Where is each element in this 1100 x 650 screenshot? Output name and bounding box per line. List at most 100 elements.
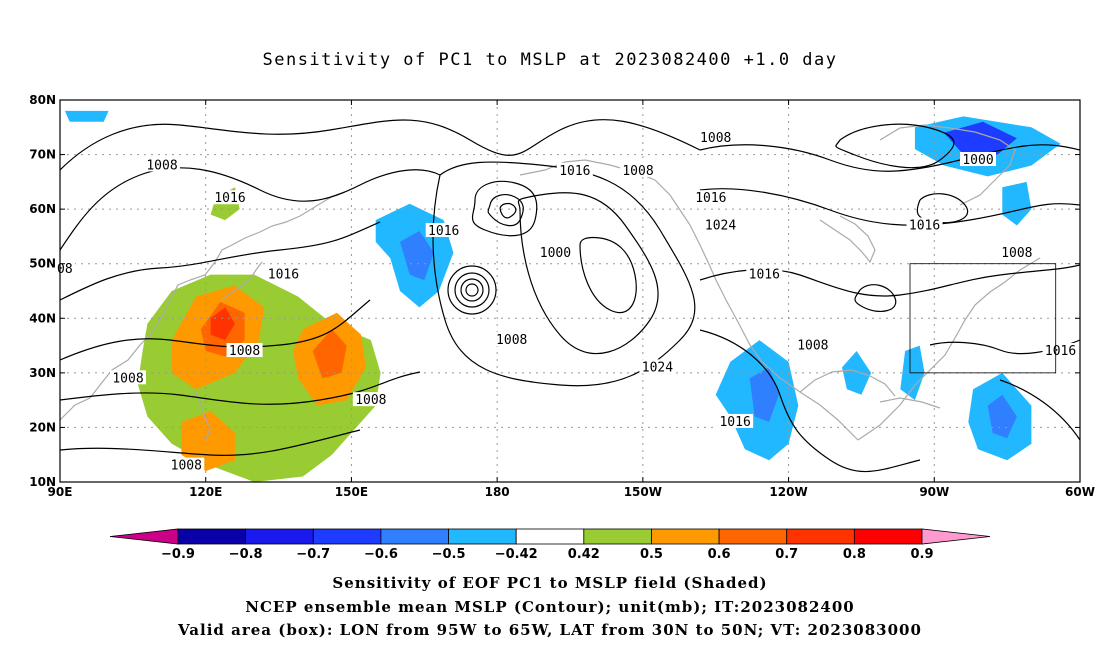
shaded-region-west-pacific-08: [210, 307, 235, 341]
x-tick-label: 150W: [624, 485, 662, 499]
x-tick-label: 60W: [1065, 485, 1095, 499]
colorbar-label: 0.6: [708, 547, 731, 562]
contour-line: [60, 429, 361, 457]
coastline-hudson-bay: [819, 215, 876, 264]
contour-line: [835, 123, 955, 169]
colorbar-cell: [515, 528, 585, 545]
y-tick-label: 50N: [29, 257, 56, 271]
contour-label-bg: [168, 457, 205, 472]
contour-label-bg: [144, 157, 180, 172]
x-tick-label: 120W: [769, 485, 807, 499]
contour-label-bg: [906, 217, 943, 232]
contour-line: [432, 161, 696, 387]
contour-label-bg: [352, 392, 389, 407]
shaded-region-east-pacific-negative-06: [749, 367, 779, 422]
coastline-greenland: [879, 124, 1016, 206]
map-axes: 90E 120E 150E 180 150W 120W 90W 60W 80N 70N 60N 50N…: [29, 93, 1095, 499]
colorbar-label: −0.9: [161, 547, 195, 562]
contour-label: 1008: [622, 164, 653, 179]
contour-label: 1016: [909, 219, 940, 234]
shaded-region-west-pacific-07b: [312, 329, 347, 379]
contour-line: [60, 119, 701, 171]
contour-label: 1008: [112, 371, 143, 386]
coastline-alaska: [519, 159, 681, 211]
contour-label-bg: [493, 332, 530, 347]
colorbar-cell: [245, 528, 314, 545]
colorbar: −0.9 −0.8 −0.7 −0.6 −0.5 −0.42 0.42 0.5 0.6 0.7 0.…: [109, 528, 991, 562]
contour-label: 1016: [1045, 344, 1076, 359]
contour-line: [854, 284, 897, 312]
colorbar-low-triangle: [109, 528, 179, 545]
map-plot-area: 1008 1016 08 1016 1008 1008 1008 1008 1016 1016 10…: [29, 93, 1095, 499]
shaded-region-labrador-negative: [1002, 181, 1032, 226]
shaded-region-caribbean-negative-06: [987, 394, 1017, 439]
contour-label: 1024: [642, 360, 673, 375]
contour-label: 1008: [797, 339, 828, 354]
contour-label-bg: [226, 343, 263, 358]
coastline-philippines: [195, 391, 211, 441]
contour-label-bg: [537, 244, 574, 259]
contour-line: [699, 144, 1080, 172]
colorbar-cell: [177, 528, 247, 545]
contour-label: 1016: [214, 191, 245, 206]
colorbar-cell: [853, 528, 923, 545]
contour-label: 1016: [268, 268, 299, 283]
colorbar-label: 0.42: [568, 547, 600, 562]
contour-label-bg: [697, 130, 734, 145]
contour-label: 08: [57, 262, 73, 277]
map-frame: [59, 99, 1081, 483]
colorbar-label: −0.42: [495, 547, 538, 562]
contour-label: 1008: [355, 393, 386, 408]
chart-title: Sensitivity of PC1 to MSLP at 2023082400…: [262, 50, 838, 70]
contour-label-bg: [702, 217, 739, 232]
y-tick-label: 70N: [29, 148, 56, 162]
y-tick-label: 20N: [29, 420, 56, 434]
sensitivity-shading: [64, 110, 1061, 482]
contour-line: [916, 193, 969, 224]
contour-label-bg: [794, 337, 831, 352]
contour-low-center: [460, 278, 484, 302]
contour-label-bg: [960, 152, 996, 167]
contour-low-center: [447, 265, 497, 315]
colorbar-cell: [718, 528, 788, 545]
colorbar-label: 0.5: [640, 547, 663, 562]
colorbar-label: −0.6: [364, 547, 398, 562]
contour-label: 1008: [700, 131, 731, 146]
colorbar-cell: [786, 528, 855, 545]
colorbar-label: 0.7: [775, 547, 798, 562]
contour-label: 1016: [695, 191, 726, 206]
coastline-north-america-east: [857, 257, 1041, 441]
colorbar-label: 0.9: [910, 547, 933, 562]
contour-line: [517, 192, 659, 354]
contour-labels: 1008 1016 08 1016 1008 1008 1008 1008 1016 1016 10…: [54, 130, 1079, 474]
shaded-region-arctic-negative: [64, 110, 109, 122]
shaded-region-mexico-negative: [842, 351, 872, 395]
x-tick-label: 90E: [48, 485, 73, 499]
colorbar-cell: [380, 528, 449, 545]
shaded-region-west-pacific-06c: [181, 411, 235, 472]
y-tick-label: 40N: [29, 311, 56, 325]
contour-label-bg: [717, 413, 754, 428]
coastline-gulf-of-mexico: [799, 369, 896, 397]
contour-line: [487, 194, 524, 227]
contour-line: [579, 236, 637, 314]
contour-label: 1024: [705, 219, 736, 234]
colorbar-label: −0.5: [432, 547, 466, 562]
contour-label: 1008: [171, 459, 202, 474]
caption-contour: NCEP ensemble mean MSLP (Contour); unit(…: [245, 598, 855, 616]
y-tick-label: 80N: [29, 93, 56, 107]
coastline-japan: [221, 261, 263, 301]
shaded-region-bering-negative-06: [400, 231, 434, 281]
contour-line: [699, 188, 1080, 226]
contour-low-center: [465, 283, 479, 297]
contour-low-center: [454, 272, 490, 308]
contour-label-bg: [692, 190, 729, 205]
colorbar-cell: [583, 528, 652, 545]
contour-label-bg: [265, 266, 302, 281]
y-tick-label: 60N: [29, 202, 56, 216]
colorbar-cell: [651, 528, 720, 545]
contour-label-bg: [556, 162, 593, 177]
colorbar-label: 0.8: [843, 547, 866, 562]
sensitivity-map-chart: 1008 1016 08 1016 1008 1008 1008 1008 1016 1016 10…: [29, 93, 1095, 562]
contour-line: [499, 202, 517, 219]
